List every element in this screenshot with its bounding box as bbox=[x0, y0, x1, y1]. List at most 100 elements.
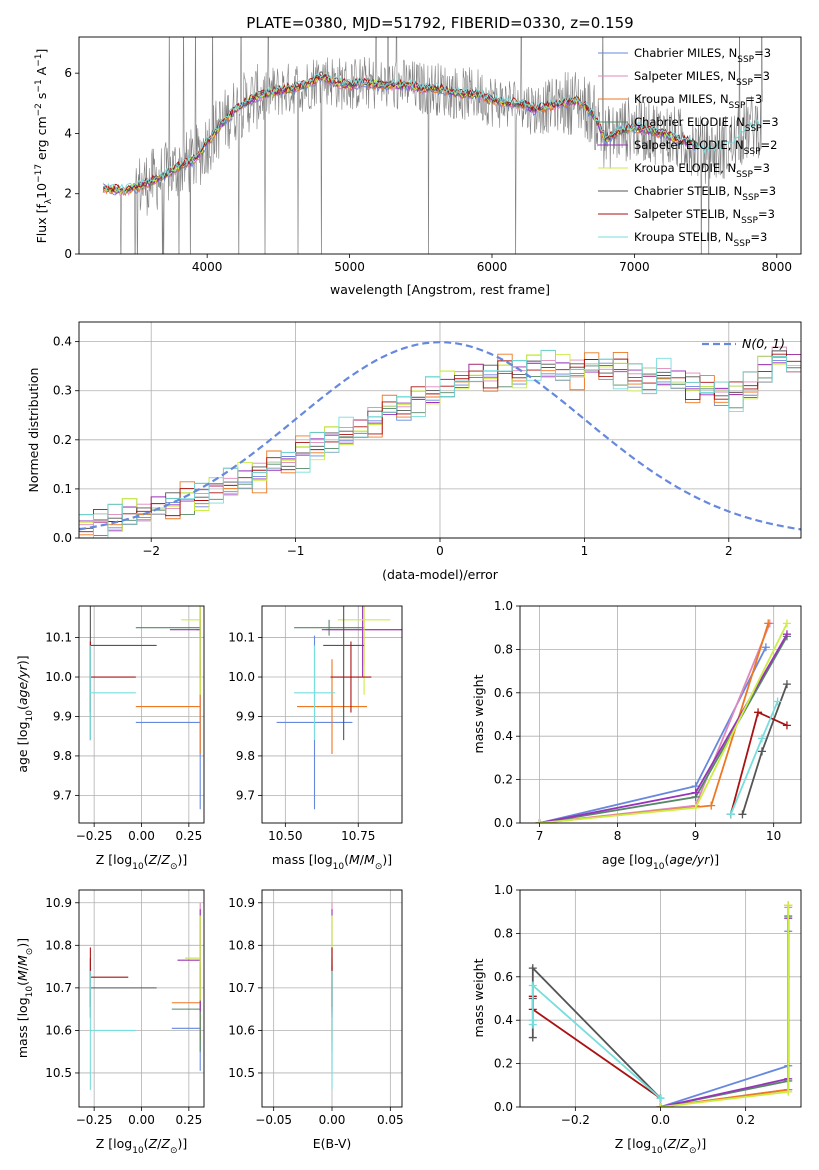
x-tick-label: 1 bbox=[581, 544, 589, 558]
y-tick-label: 10.5 bbox=[228, 1066, 255, 1080]
y-tick-label: 9.8 bbox=[53, 749, 72, 763]
series-line bbox=[660, 918, 790, 1107]
x-tick-label: 8000 bbox=[762, 260, 793, 274]
x-axis-label: Z [log10(Z/Z⊙)] bbox=[615, 1136, 707, 1156]
x-tick-label: 0.25 bbox=[175, 1113, 202, 1127]
y-tick-label: 10.1 bbox=[228, 631, 255, 645]
series-lines bbox=[535, 619, 791, 823]
histogram-step bbox=[79, 350, 801, 529]
x-tick-label: −0.25 bbox=[76, 829, 113, 843]
mass-vs-ebv-panel: −0.05 0.00 0.05 10.5 10.6 10.7 10.8 10.9 E(B-V) bbox=[228, 889, 404, 1151]
y-tick-label: 0.3 bbox=[53, 384, 72, 398]
legend-label: Salpeter MILES, NSSP=3 bbox=[634, 69, 770, 88]
y-tick-label: 2 bbox=[64, 187, 72, 201]
series-marker bbox=[784, 1087, 793, 1096]
y-tick-label: 10.0 bbox=[228, 670, 255, 684]
y-tick-label: 10.9 bbox=[45, 896, 72, 910]
x-tick-label: 0.00 bbox=[128, 1113, 155, 1127]
series-line bbox=[539, 633, 788, 823]
legend-label: Chabrier ELODIE, NSSP=3 bbox=[634, 115, 779, 134]
y-tick-label: 10.7 bbox=[45, 981, 72, 995]
y-axis-label: mass weight bbox=[471, 674, 486, 753]
y-tick-label: 10.7 bbox=[228, 981, 255, 995]
series-marker bbox=[754, 708, 763, 717]
y-tick-label: 0.6 bbox=[494, 686, 513, 700]
axes-frame bbox=[78, 605, 205, 824]
legend-label: Kroupa ELODIE, NSSP=3 bbox=[634, 161, 770, 180]
series-line bbox=[660, 905, 790, 1107]
series-marker bbox=[757, 734, 766, 743]
y-tick-label: 4 bbox=[64, 126, 72, 140]
y-tick-label: 0.4 bbox=[494, 1013, 513, 1027]
y-tick-label: 0.1 bbox=[53, 482, 72, 496]
x-tick-label: 7000 bbox=[619, 260, 650, 274]
series-marker bbox=[707, 801, 716, 810]
x-tick-label: −2 bbox=[142, 544, 160, 558]
y-tick-label: 1.0 bbox=[494, 599, 513, 613]
series-marker bbox=[656, 1094, 665, 1103]
x-tick-label: 5000 bbox=[334, 260, 365, 274]
y-tick-label: 0 bbox=[64, 247, 72, 261]
legend-label: Chabrier MILES, NSSP=3 bbox=[634, 46, 771, 65]
series-marker bbox=[773, 697, 782, 706]
x-tick-label: 10.50 bbox=[268, 829, 302, 843]
y-tick-label: 10.9 bbox=[228, 896, 255, 910]
y-tick-label: 0.0 bbox=[494, 816, 513, 830]
series-marker bbox=[528, 1020, 537, 1029]
y-tick-label: 10.6 bbox=[45, 1023, 72, 1037]
x-axis-label: mass [log10(M/M⊙)] bbox=[272, 852, 392, 872]
gaussian-curve bbox=[79, 341, 801, 531]
x-axis-label: Z [log10(Z/Z⊙)] bbox=[96, 1136, 188, 1156]
series-line bbox=[539, 623, 770, 823]
y-axis-label: mass [log10(M/M⊙)] bbox=[15, 938, 35, 1058]
y-tick-label: 10.8 bbox=[45, 938, 72, 952]
y-tick-label: 0.8 bbox=[494, 642, 513, 656]
histograms bbox=[79, 341, 801, 538]
residuals-panel: −2 −1 0 1 2 0.0 0.1 0.2 0.3 0.4 N(0, 1) (data-model… bbox=[26, 321, 802, 582]
axes-frame bbox=[261, 889, 403, 1108]
series-marker bbox=[738, 810, 747, 819]
y-axis-label: Flux [fλ10−17 erg cm−2 s−1 A−1] bbox=[34, 49, 54, 244]
x-tick-label: 0.00 bbox=[128, 829, 155, 843]
x-tick-label: 7 bbox=[536, 829, 544, 843]
legend-label: Kroupa STELIB, NSSP=3 bbox=[634, 230, 767, 249]
mass-weight-vs-Z-panel: −0.2 0.0 0.2 0.0 0.2 0.4 0.6 0.8 1.0 Z [log10(Z/Z… bbox=[471, 883, 802, 1156]
mass-vs-Z-panel: −0.25 0.00 0.25 10.5 10.6 10.7 10.8 10.9 Z [log1… bbox=[15, 889, 205, 1156]
axes-frame bbox=[519, 889, 802, 1108]
series-line bbox=[660, 931, 790, 1107]
y-tick-label: 9.7 bbox=[236, 788, 255, 802]
spectrum-legend: Chabrier MILES, NSSP=3 Salpeter MILES, NS… bbox=[598, 46, 779, 249]
legend-label: N(0, 1) bbox=[742, 336, 785, 351]
y-tick-label: 1.0 bbox=[494, 883, 513, 897]
histogram-step bbox=[79, 350, 801, 536]
errorbars bbox=[276, 606, 402, 810]
legend-label: Kroupa MILES, NSSP=3 bbox=[634, 92, 762, 111]
series-line bbox=[531, 965, 662, 1099]
spectrum-panel: 4000 5000 6000 7000 8000 0 2 4 6 Chabrier MILES, … bbox=[34, 36, 802, 297]
series-marker bbox=[782, 721, 791, 730]
axes-frame bbox=[78, 36, 802, 255]
y-axis-label: age [log10(age/yr)] bbox=[15, 655, 35, 772]
series-marker bbox=[656, 1103, 665, 1107]
x-tick-label: 6000 bbox=[477, 260, 508, 274]
series-marker bbox=[784, 901, 793, 910]
series-line bbox=[660, 905, 790, 1107]
series-line bbox=[660, 916, 790, 1107]
series-marker bbox=[764, 619, 773, 628]
series-marker bbox=[757, 747, 766, 756]
y-tick-label: 0.0 bbox=[53, 531, 72, 545]
axes-frame bbox=[78, 321, 802, 539]
series-marker bbox=[726, 810, 735, 819]
legend-label: Salpeter ELODIE, NSSP=2 bbox=[634, 138, 777, 157]
x-tick-label: 8 bbox=[614, 829, 622, 843]
y-tick-label: 0.4 bbox=[53, 335, 72, 349]
errorbars bbox=[89, 606, 201, 810]
x-tick-label: −0.05 bbox=[255, 1113, 292, 1127]
y-tick-label: 0.2 bbox=[494, 773, 513, 787]
figure-title: PLATE=0380, MJD=51792, FIBERID=0330, z=0… bbox=[246, 14, 633, 32]
y-tick-label: 0.2 bbox=[494, 1057, 513, 1071]
y-tick-label: 10.1 bbox=[45, 631, 72, 645]
y-tick-label: 9.9 bbox=[53, 709, 72, 723]
series-marker bbox=[782, 630, 791, 639]
y-tick-label: 0.0 bbox=[494, 1100, 513, 1114]
